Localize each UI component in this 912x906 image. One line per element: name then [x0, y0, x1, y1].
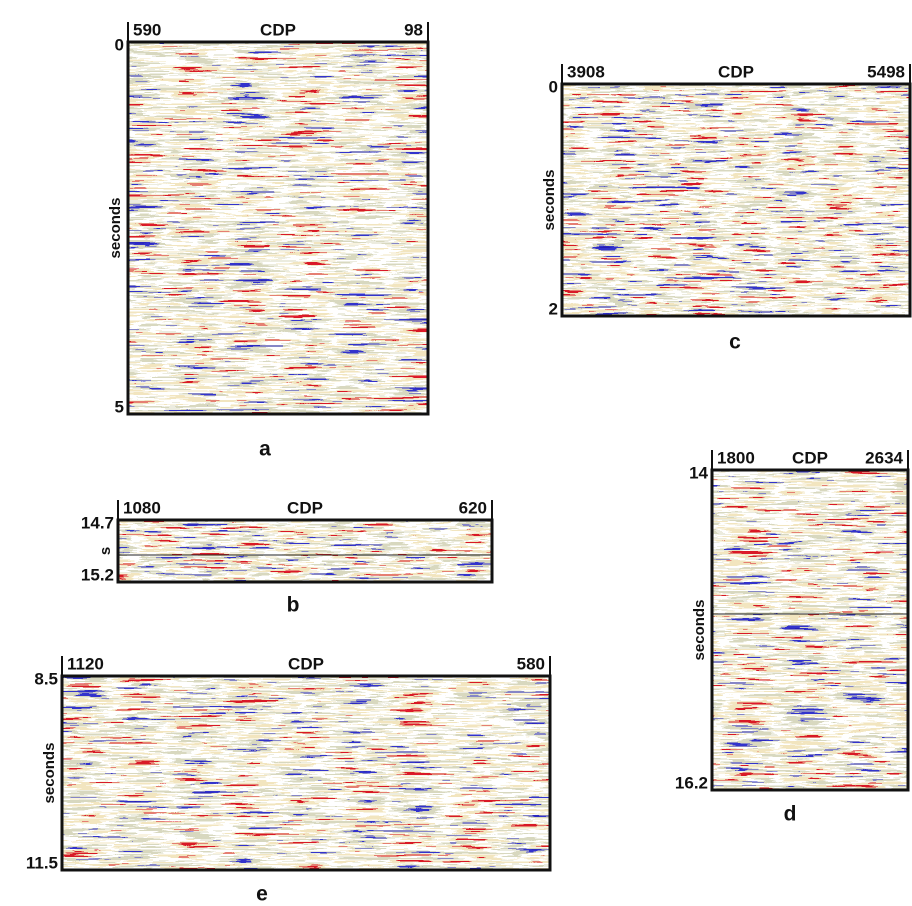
time-bottom: 11.5: [26, 853, 58, 872]
cdp-label: CDP: [718, 62, 754, 81]
cdp-label: CDP: [792, 448, 828, 467]
seismic-section: [562, 84, 910, 316]
axis-label: seconds: [541, 170, 558, 231]
seismic-section: [712, 470, 908, 790]
cdp-start: 1080: [123, 498, 161, 517]
panel: 1080 CDP 620 14.7 15.2 s b: [81, 498, 494, 617]
section-frame: [126, 40, 430, 416]
seismic-section: [128, 42, 428, 414]
time-bottom: 16.2: [675, 773, 708, 792]
cdp-start: 1120: [67, 654, 104, 673]
axis-label: seconds: [691, 600, 708, 661]
time-top: 14.7: [81, 513, 114, 532]
cdp-end: 2634: [865, 448, 903, 467]
time-bottom: 15.2: [81, 565, 114, 584]
cdp-start: 590: [133, 20, 161, 39]
cdp-label: CDP: [287, 498, 323, 517]
cdp-start: 3908: [567, 62, 605, 81]
time-bottom: 2: [549, 299, 558, 318]
time-top: 14: [689, 463, 708, 482]
cdp-end: 580: [517, 654, 545, 673]
panel-letter: d: [784, 803, 797, 826]
axis-label: seconds: [41, 743, 58, 804]
panel: 1120 CDP 580 8.5 11.5 seconds e: [26, 654, 552, 906]
time-top: 0: [115, 35, 124, 54]
axis-label: seconds: [107, 198, 124, 259]
panel: 1800 CDP 2634 14 16.2 seconds d: [675, 448, 910, 826]
panel-letter: a: [259, 438, 271, 461]
panel-letter: c: [729, 331, 741, 354]
cdp-end: 98: [404, 20, 423, 39]
cdp-end: 620: [459, 498, 487, 517]
axis-label: s: [97, 547, 114, 555]
cdp-end: 5498: [867, 62, 905, 81]
panel-letter: b: [287, 594, 300, 617]
panel-letter: e: [256, 883, 268, 906]
seismic-section: [62, 676, 550, 870]
section-frame: [116, 518, 494, 584]
seismic-section: [118, 520, 492, 582]
section-frame: [60, 674, 552, 872]
cdp-label: CDP: [260, 20, 296, 39]
section-frame: [560, 82, 912, 318]
time-bottom: 5: [115, 397, 124, 416]
section-frame: [710, 468, 910, 792]
cdp-label: CDP: [288, 654, 324, 673]
cdp-start: 1800: [717, 448, 755, 467]
panel: 3908 CDP 5498 0 2 seconds c: [541, 62, 912, 354]
time-top: 0: [549, 77, 558, 96]
time-top: 8.5: [34, 669, 58, 688]
panel: 590 CDP 98 0 5 seconds a: [107, 20, 430, 461]
